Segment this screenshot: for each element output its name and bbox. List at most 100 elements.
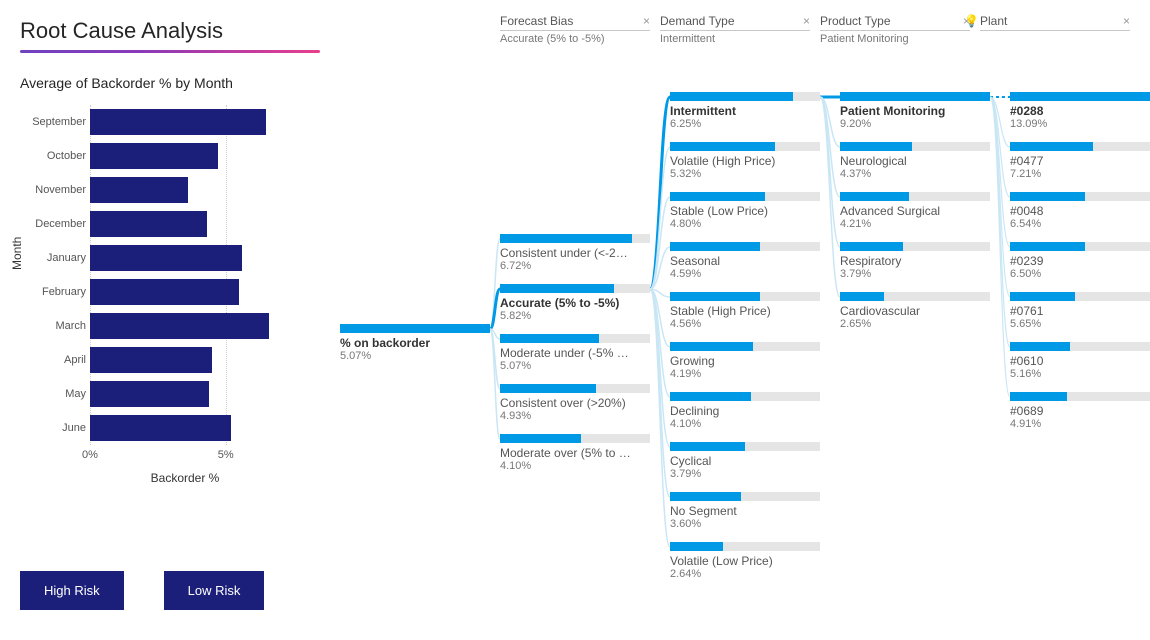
tree-node[interactable]: Cardiovascular2.65% [840,292,990,330]
tree-node[interactable]: #028813.09%+ [1010,92,1150,130]
bar [90,313,269,339]
column-header-name: Demand Type [660,14,810,28]
tree-node[interactable]: Neurological4.37% [840,142,990,180]
tree-node[interactable]: Volatile (High Price)5.32% [670,142,820,180]
tree-node[interactable]: Respiratory3.79% [840,242,990,280]
lightbulb-icon: 💡 [964,14,979,28]
bar-category-label: May [20,388,86,400]
node-bar-fill [500,234,632,243]
node-bar-track [670,492,820,501]
bar-row[interactable]: January [90,241,320,275]
column-header[interactable]: Demand Type×Intermittent [660,14,810,45]
tree-node[interactable]: #06894.91%+ [1010,392,1150,430]
bar-row[interactable]: May [90,377,320,411]
bar-row[interactable]: October [90,139,320,173]
column-header-name: Product Type [820,14,970,28]
close-icon[interactable]: × [803,14,810,28]
node-bar-fill [500,384,596,393]
tree-node[interactable]: Intermittent6.25% [670,92,820,130]
bar-row[interactable]: November [90,173,320,207]
tree-node[interactable]: Patient Monitoring9.20% [840,92,990,130]
node-label: Moderate under (-5% … [500,346,650,360]
node-bar-fill [500,434,581,443]
tree-node[interactable]: #02396.50%+ [1010,242,1150,280]
node-label: #0239 [1010,254,1150,268]
column-header[interactable]: Product Type×Patient Monitoring [820,14,970,45]
column-header[interactable]: 💡Plant× [980,14,1130,45]
node-bar-track [500,334,650,343]
tree-node[interactable]: Volatile (Low Price)2.64% [670,542,820,580]
bar-row[interactable]: April [90,343,320,377]
node-bar-track [840,192,990,201]
close-icon[interactable]: × [643,14,650,28]
node-value: 5.07% [500,360,650,372]
tree-node[interactable]: Seasonal4.59% [670,242,820,280]
bar [90,109,266,135]
bar [90,143,218,169]
bar [90,381,209,407]
node-bar-fill [1010,292,1075,301]
node-value: 6.72% [500,260,650,272]
node-label: Moderate over (5% to … [500,446,650,460]
node-label: #0048 [1010,204,1150,218]
tree-node[interactable]: #06105.16%+ [1010,342,1150,380]
node-value: 6.50% [1010,268,1150,280]
tree-node[interactable]: #07615.65%+ [1010,292,1150,330]
node-bar-track [500,384,650,393]
bar [90,177,188,203]
tree-node[interactable]: Stable (High Price)4.56% [670,292,820,330]
tree-node[interactable]: Accurate (5% to -5%)5.82% [500,284,650,322]
node-bar-track [500,434,650,443]
bar-row[interactable]: September [90,105,320,139]
tree-node[interactable]: Declining4.10% [670,392,820,430]
tree-node[interactable]: #04777.21%+ [1010,142,1150,180]
node-value: 6.54% [1010,218,1150,230]
column-header-name: Plant [980,14,1130,28]
decomposition-tree: Forecast Bias×Accurate (5% to -5%)Demand… [330,0,1150,640]
node-bar-fill [670,192,765,201]
bar [90,347,212,373]
node-label: Respiratory [840,254,990,268]
node-label: Consistent under (<-2… [500,246,650,260]
tree-node[interactable]: No Segment3.60% [670,492,820,530]
node-label: Seasonal [670,254,820,268]
tree-node[interactable]: Moderate over (5% to …4.10% [500,434,650,472]
header-divider [980,30,1130,31]
tree-node[interactable]: Moderate under (-5% …5.07% [500,334,650,372]
x-axis: 0%5% [90,449,280,469]
bar-row[interactable]: February [90,275,320,309]
tree-node[interactable]: Cyclical3.79% [670,442,820,480]
tree-node[interactable]: Advanced Surgical4.21% [840,192,990,230]
column-header[interactable]: Forecast Bias×Accurate (5% to -5%) [500,14,650,45]
bar [90,279,239,305]
node-bar-track [670,292,820,301]
node-bar-fill [840,242,903,251]
bar-row[interactable]: March [90,309,320,343]
bar-row[interactable]: December [90,207,320,241]
node-bar-fill [670,142,775,151]
tree-node[interactable]: % on backorder5.07% [340,324,490,362]
node-bar-track [670,342,820,351]
bar-category-label: December [20,218,86,230]
tree-node[interactable]: Consistent over (>20%)4.93% [500,384,650,422]
bar-row[interactable]: June [90,411,320,445]
tree-node[interactable]: Consistent under (<-2…6.72% [500,234,650,272]
node-label: Cardiovascular [840,304,990,318]
tree-node[interactable]: Stable (Low Price)4.80% [670,192,820,230]
node-bar-fill [670,92,793,101]
tree-node[interactable]: Growing4.19% [670,342,820,380]
bar-category-label: June [20,422,86,434]
node-bar-track [500,284,650,293]
node-label: #0288 [1010,104,1150,118]
node-label: No Segment [670,504,820,518]
high-risk-button[interactable]: High Risk [20,571,124,610]
node-value: 9.20% [840,118,990,130]
column-header-value: Accurate (5% to -5%) [500,33,650,45]
bar-category-label: February [20,286,86,298]
bar-category-label: November [20,184,86,196]
tree-node[interactable]: #00486.54%+ [1010,192,1150,230]
node-value: 5.07% [340,350,490,362]
header-divider [500,30,650,31]
close-icon[interactable]: × [1123,14,1130,28]
low-risk-button[interactable]: Low Risk [164,571,265,610]
